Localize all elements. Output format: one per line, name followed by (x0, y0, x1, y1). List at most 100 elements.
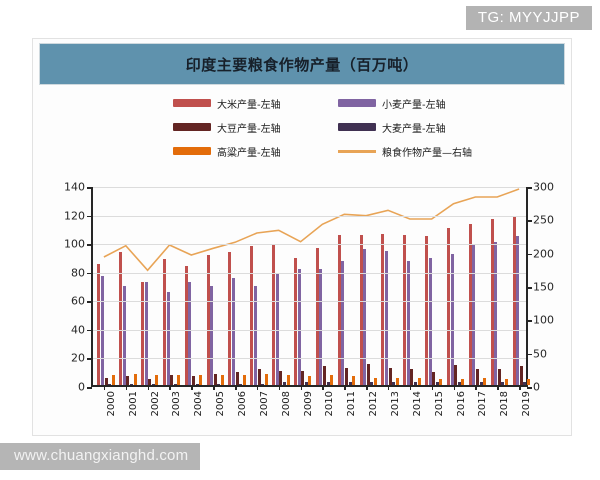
bar (217, 383, 221, 385)
bar (516, 236, 520, 385)
bar (111, 375, 115, 385)
bar (294, 257, 298, 385)
bar (257, 369, 261, 385)
bar (523, 382, 527, 385)
legend-swatch-icon (338, 123, 376, 131)
bar (425, 236, 429, 385)
x-axis-labels: 2000 2001 2002 2003 2004 2005 2006 2007 2008 2009… (91, 391, 532, 437)
bar-group (250, 185, 268, 385)
bar (323, 366, 327, 385)
bar (126, 376, 130, 385)
legend-item: 高粱产量-左轴 (173, 144, 338, 159)
bar (406, 260, 410, 385)
legend-swatch-icon (338, 99, 376, 107)
bar (315, 247, 319, 385)
bar (497, 369, 501, 385)
right-axis-tick (527, 220, 532, 222)
site-watermark: www.chuangxianghd.com (0, 442, 201, 470)
left-axis-tick (87, 244, 92, 246)
x-axis-tick (366, 385, 368, 390)
bar (370, 382, 374, 385)
right-axis-tick (527, 187, 532, 189)
bar (439, 379, 443, 385)
bar (220, 375, 224, 385)
bar (366, 363, 370, 385)
gridline (93, 244, 526, 246)
legend-item: 粮食作物产量—右轴 (338, 144, 503, 159)
bar (395, 377, 399, 385)
x-axis-tick (453, 385, 456, 390)
x-axis-tick (169, 385, 171, 390)
right-axis-tick (527, 353, 532, 356)
bar (275, 273, 279, 385)
chart-card: 印度主要粮食作物产量（百万吨） 大米产量-左轴 小麦产量-左轴 大豆产量-左轴 大麦产… (32, 38, 572, 436)
legend-item-label: 小麦产量-左轴 (382, 99, 446, 111)
bar (173, 383, 177, 385)
bar-group (381, 185, 399, 385)
legend-swatch-icon (173, 123, 211, 131)
legend-swatch-icon (173, 99, 211, 107)
bar-group (315, 185, 334, 385)
x-axis-tick-label: 2013 (389, 391, 401, 417)
bar (199, 375, 203, 385)
bar (133, 373, 137, 385)
bar (162, 259, 166, 385)
bar (279, 370, 283, 385)
bar (403, 235, 407, 385)
x-axis-tick-label: 2005 (215, 391, 227, 417)
grain-output-line-chart (103, 188, 520, 272)
bar (505, 379, 509, 385)
gridline (93, 187, 526, 188)
bar (428, 257, 432, 385)
bar (264, 373, 268, 385)
x-axis-tick-label: 2016 (455, 391, 467, 417)
x-axis-tick (431, 385, 434, 390)
legend-item: 大米产量-左轴 (173, 96, 338, 111)
left-axis-tick-label: 140 (64, 180, 85, 194)
right-axis-labels: 0 50 100 150 200 250 300 (533, 181, 579, 394)
right-axis-tick-label: 150 (533, 280, 554, 294)
bar-group (446, 185, 465, 385)
bar (494, 242, 498, 385)
bar (454, 365, 458, 385)
x-axis-tick-label: 2009 (302, 391, 314, 417)
bar-group (272, 185, 290, 385)
bar (501, 382, 505, 385)
x-axis-tick (519, 385, 521, 390)
bar (472, 243, 476, 385)
bar (250, 246, 254, 385)
bar (341, 260, 345, 385)
bar (414, 382, 418, 385)
bar-group (337, 185, 356, 385)
gridline (93, 358, 526, 360)
right-axis-tick-label: 300 (533, 180, 554, 194)
legend-item-label: 大麦产量-左轴 (382, 123, 446, 135)
bar (388, 367, 392, 385)
bar-group (141, 185, 159, 385)
x-axis-tick-label: 2002 (149, 391, 161, 417)
bar (261, 383, 265, 385)
bar (519, 366, 523, 385)
bar-group (206, 185, 225, 385)
x-axis-tick (322, 385, 324, 390)
x-axis-tick-label: 2007 (258, 391, 270, 417)
x-axis-tick (300, 385, 303, 390)
left-axis-tick-label: 40 (71, 323, 85, 337)
right-axis-tick (527, 320, 532, 322)
x-axis-tick-label: 2001 (127, 391, 139, 417)
bar (155, 375, 159, 385)
bar (108, 383, 112, 385)
bar (235, 372, 239, 385)
bar (468, 223, 472, 385)
bar (417, 377, 421, 385)
right-axis-tick (527, 287, 532, 289)
left-axis-tick (87, 187, 92, 189)
bar (319, 269, 323, 385)
left-axis-tick (87, 215, 92, 218)
right-axis-tick-label: 250 (533, 213, 554, 227)
legend-item: 大麦产量-左轴 (338, 120, 503, 135)
x-axis-tick (387, 385, 390, 390)
bar-group (162, 185, 181, 385)
plot-wrapper: 0 20 40 60 80 100 120 140 0 50 100 150 200 250 300 20… (33, 169, 573, 437)
chart-title: 印度主要粮食作物产量（百万吨） (185, 55, 419, 74)
